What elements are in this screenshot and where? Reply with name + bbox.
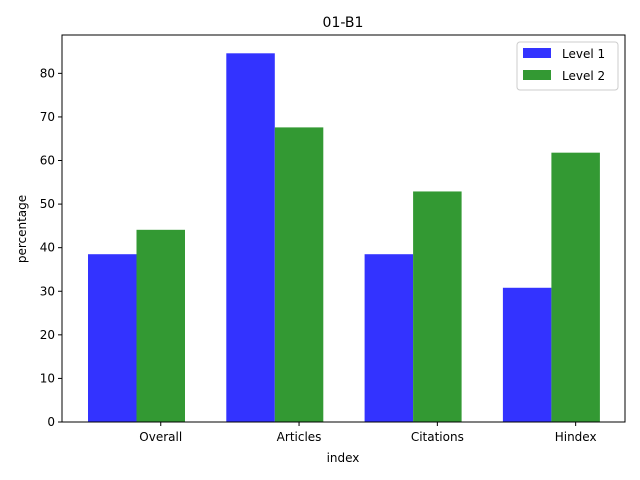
bar-level-1-citations	[364, 254, 414, 422]
legend-label: Level 2	[562, 69, 605, 83]
bar-level-1-hindex	[502, 287, 552, 422]
x-tick-label: Articles	[277, 430, 322, 444]
y-tick-label: 80	[40, 66, 55, 80]
y-tick-label: 60	[40, 154, 55, 168]
bar-level-2-overall	[136, 229, 185, 422]
chart-title: 01-B1	[323, 15, 364, 31]
x-axis-label: index	[327, 451, 360, 465]
y-axis-ticks: 0 10 20 30 40 50 60 70 80	[40, 66, 62, 429]
bar-level-2-hindex	[551, 152, 600, 422]
y-tick-label: 20	[40, 328, 55, 342]
x-tick-label: Hindex	[555, 430, 597, 444]
bar-level-1-articles	[226, 53, 275, 423]
y-tick-label: 0	[47, 415, 55, 429]
legend: Level 1 Level 2	[516, 41, 619, 91]
bar-level-2-citations	[413, 191, 462, 422]
x-tick-label: Citations	[411, 430, 464, 444]
y-tick-label: 30	[40, 284, 55, 298]
y-tick-label: 70	[40, 110, 55, 124]
bar-level-2-articles	[274, 127, 324, 422]
bar-level-1-overall	[88, 254, 137, 422]
y-tick-label: 40	[40, 241, 55, 255]
y-axis-label: percentage	[15, 195, 29, 263]
y-tick-label: 50	[40, 197, 55, 211]
plot-frame	[61, 34, 626, 423]
legend-swatch	[523, 48, 551, 58]
x-tick-label: Overall	[139, 430, 182, 444]
legend-swatch	[523, 70, 551, 80]
legend-label: Level 1	[562, 47, 605, 61]
bars-group	[88, 53, 600, 423]
x-axis-ticks: Overall Articles Citations Hindex	[139, 422, 597, 444]
y-tick-label: 10	[40, 371, 55, 385]
